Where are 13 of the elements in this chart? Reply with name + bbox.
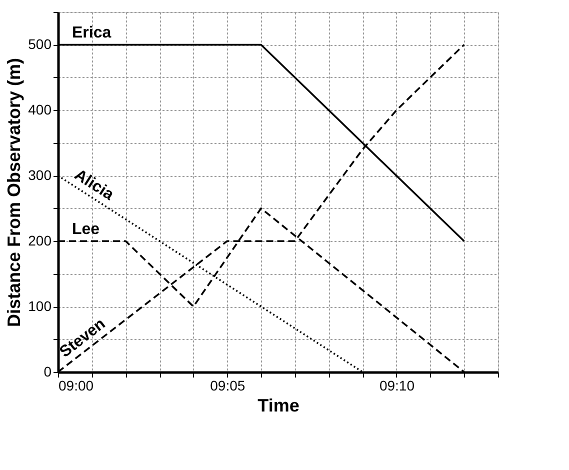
x-axis-title: Time [258,396,300,416]
y-axis-title: Distance From Observatory (m) [4,58,24,328]
x-tick-label: 09:05 [210,378,246,394]
y-tick-label: 100 [28,298,52,314]
y-tick-label: 200 [28,232,52,249]
y-tick-label: 0 [44,364,52,380]
y-tick-label: 400 [28,102,52,118]
series-label: Lee [72,221,100,238]
series-label: Erica [72,24,112,42]
x-tick-label: 09:10 [379,378,415,394]
y-tick-label: 300 [28,167,52,184]
x-tick-label: 09:00 [58,378,94,394]
y-tick-label: 500 [28,36,52,52]
